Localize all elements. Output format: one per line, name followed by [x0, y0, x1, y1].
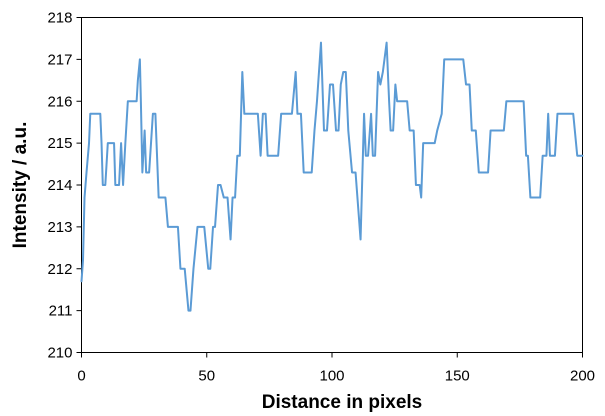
series-layer — [80, 41, 584, 312]
y-tick-label: 210 — [47, 345, 72, 362]
y-tick-label: 218 — [47, 10, 72, 27]
plot-area-frame — [81, 17, 583, 353]
y-tick-label: 212 — [47, 261, 72, 278]
x-tick-label: 0 — [77, 368, 85, 385]
x-axis-ticks: 0 50 100 150 200 — [77, 352, 595, 385]
x-tick-label: 100 — [319, 368, 344, 385]
x-tick-label: 150 — [445, 368, 470, 385]
y-tick-label: 217 — [47, 51, 72, 68]
y-tick-label: 214 — [47, 177, 72, 194]
y-tick-label: 213 — [47, 219, 72, 236]
y-tick-label: 211 — [49, 303, 73, 320]
x-tick-label: 50 — [198, 368, 215, 385]
x-axis-title: Distance in pixels — [262, 392, 423, 413]
y-tick-label: 215 — [47, 135, 72, 152]
x-tick-label: 200 — [570, 368, 595, 385]
intensity-series-line — [80, 41, 584, 312]
y-axis-title: Intensity / a.u. — [10, 122, 31, 249]
y-tick-label: 216 — [47, 93, 72, 110]
y-axis-ticks: 210 211 212 213 214 215 216 217 218 — [47, 10, 82, 362]
